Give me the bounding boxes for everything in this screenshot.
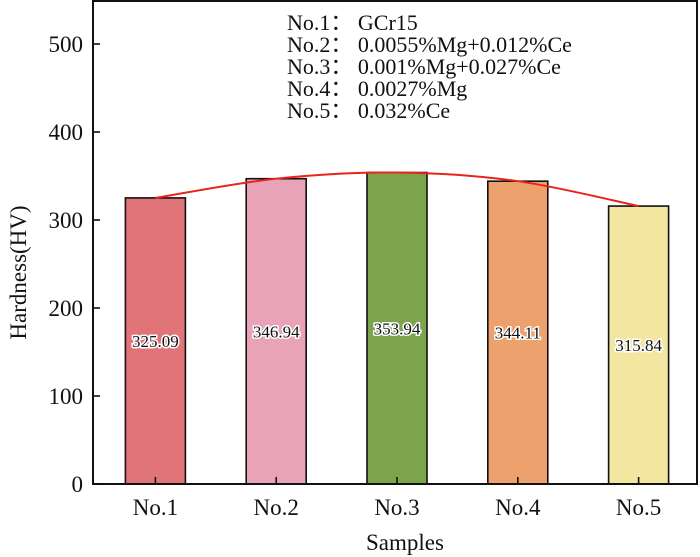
data-label: 315.84 [615, 336, 662, 355]
y-tick-label: 200 [49, 296, 84, 321]
legend-line: No.5： 0.032%Ce [287, 98, 450, 123]
data-label: 353.94 [374, 319, 421, 338]
y-tick-label: 500 [49, 32, 84, 57]
data-label: 325.09 [132, 332, 179, 351]
trend-line [155, 171, 639, 208]
y-axis-title: Hardness(HV) [6, 205, 31, 339]
x-tick-label: No.1 [133, 495, 178, 520]
data-label: 346.94 [253, 322, 300, 341]
bar-no4 [486, 180, 549, 485]
legend-line: No.1： GCr15 [287, 10, 418, 35]
y-tick-label: 300 [49, 208, 84, 233]
x-axis-title: Samples [366, 530, 444, 555]
y-axis: 0 100 200 300 400 500 [49, 32, 100, 497]
y-tick-label: 400 [49, 120, 84, 145]
axes-frame [92, 0, 698, 485]
bar-no1 [124, 197, 187, 485]
bar-no2 [245, 177, 307, 485]
x-tick-label: No.2 [254, 495, 299, 520]
y-tick-label: 100 [49, 384, 84, 409]
legend-line: No.4： 0.0027%Mg [287, 76, 467, 101]
x-tick-label: No.4 [495, 495, 541, 520]
x-tick-label: No.5 [616, 495, 661, 520]
x-tick-label: No.3 [374, 495, 419, 520]
x-axis: No.1 No.2 No.3 No.4 No.5 [133, 477, 661, 520]
legend-line: No.3： 0.001%Mg+0.027%Ce [287, 54, 561, 79]
legend-line: No.2： 0.0055%Mg+0.012%Ce [287, 32, 572, 57]
y-tick-label: 0 [72, 472, 84, 497]
data-label: 344.11 [495, 324, 541, 343]
data-labels-layer: 325.09 346.94 353.94 344.11 315.84 [131, 318, 664, 357]
